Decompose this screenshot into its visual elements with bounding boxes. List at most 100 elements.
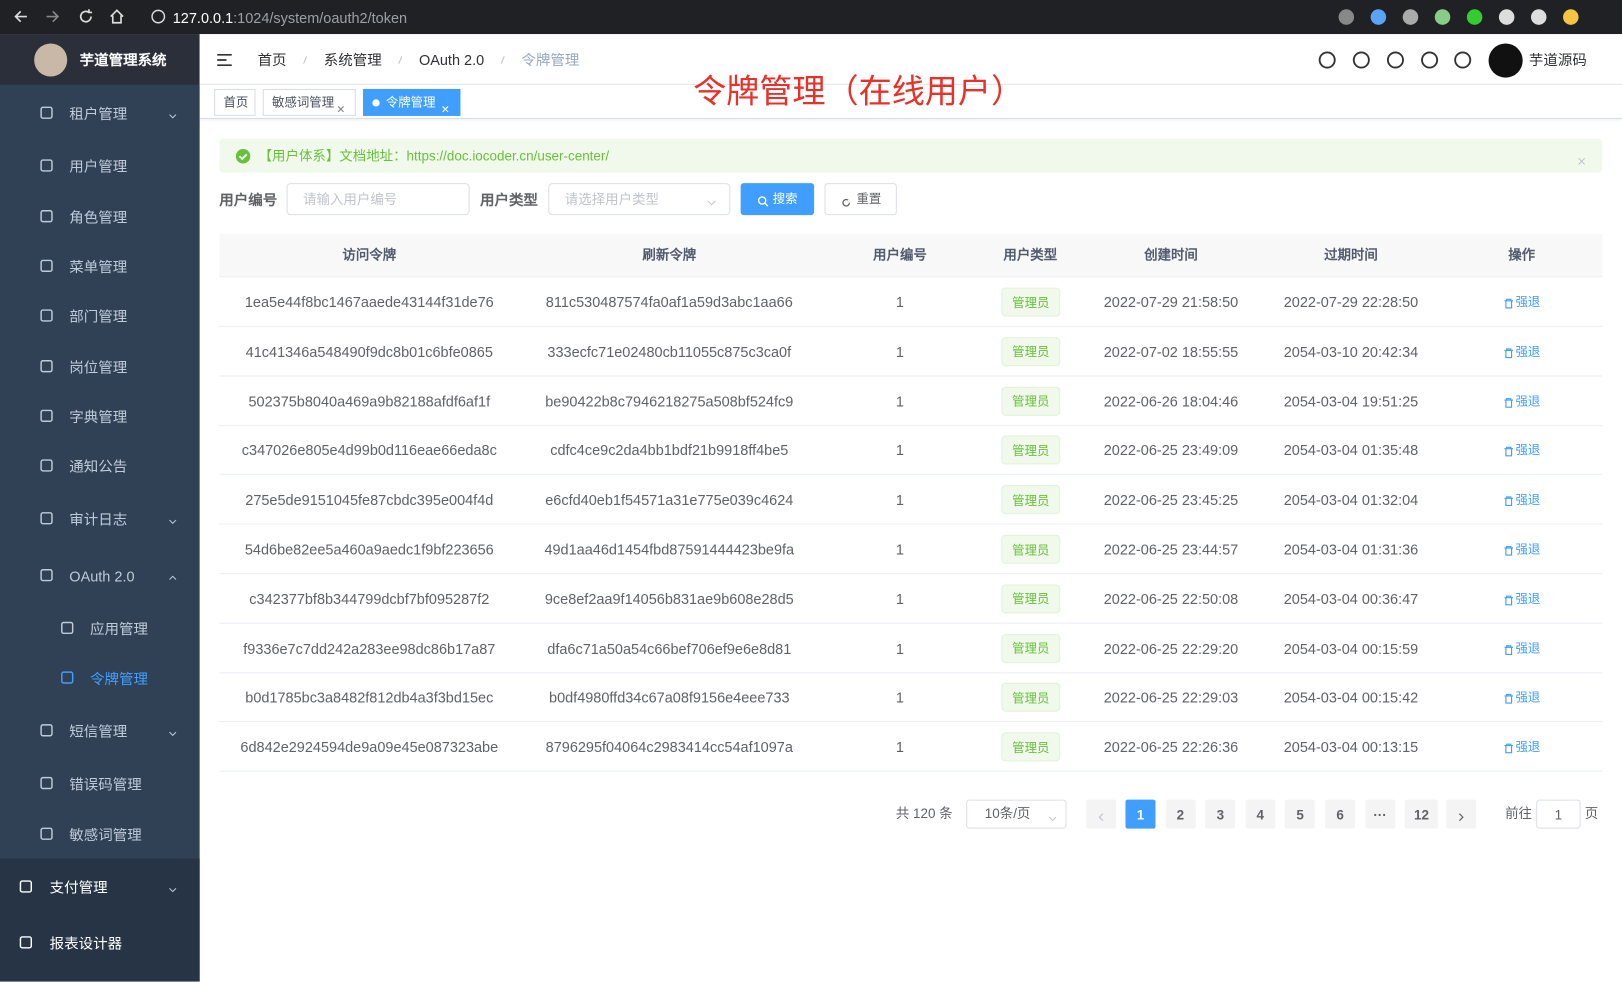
delete-icon-svg [1504, 644, 1513, 655]
table-row [219, 524, 1603, 575]
page-button[interactable]: 12 [1404, 799, 1439, 829]
tab-label[interactable]: 敏感词管理 [272, 95, 335, 110]
delete-icon-svg [1504, 397, 1513, 408]
breadcrumb-item[interactable]: OAuth 2.0 [418, 51, 485, 69]
menu-item[interactable]: 菜单管理 [69, 258, 128, 276]
force-logout[interactable]: 强退 [1515, 739, 1541, 755]
prev-page[interactable] [1086, 799, 1117, 829]
select[interactable]: 请选择用户类型 [548, 183, 731, 216]
force-logout[interactable]: 强退 [1515, 443, 1541, 458]
force-logout[interactable]: 强退 [1515, 344, 1541, 359]
menu-item[interactable]: 错误码管理 [69, 775, 142, 793]
delete-icon-svg [1504, 348, 1513, 358]
menu-item[interactable]: 报表设计器 [49, 935, 123, 952]
table-cell: 1 [895, 392, 904, 410]
page-button[interactable]: 5 [1285, 799, 1316, 829]
page-button[interactable]: ··· [1365, 799, 1396, 829]
url-path[interactable]: :1024/system/oauth2/token [233, 9, 408, 26]
page-button[interactable]: 4 [1245, 799, 1276, 829]
header-icon[interactable] [1318, 51, 1337, 70]
tab-label[interactable]: 令牌管理 [385, 95, 436, 110]
force-logout[interactable]: 强退 [1515, 542, 1541, 557]
tab[interactable]: 令牌管理 [363, 88, 461, 116]
tab[interactable]: 敏感词管理 [262, 88, 356, 116]
menu-item[interactable]: 岗位管理 [69, 358, 128, 376]
breadcrumb-separator [396, 53, 404, 67]
reset-button[interactable]: 重置 [824, 183, 897, 216]
header-icon[interactable] [1453, 51, 1472, 70]
delete-icon [1503, 345, 1514, 358]
page-button[interactable]: 3 [1205, 799, 1236, 829]
delete-icon-svg [1504, 496, 1513, 507]
force-logout[interactable]: 强退 [1515, 393, 1541, 409]
menu-item[interactable]: 租户管理 [69, 105, 128, 123]
table-cell: 502375b8040a469a9b82188afdf6af1f [248, 392, 491, 410]
menu-item[interactable]: 支付管理 [49, 879, 108, 896]
tab-close-svg [442, 106, 449, 113]
menu-item[interactable]: 部门管理 [69, 308, 128, 325]
menu-item[interactable]: 敏感词管理 [69, 826, 142, 844]
column-header: 用户编号 [873, 247, 927, 263]
table-row [219, 673, 1603, 723]
force-logout[interactable]: 强退 [1515, 591, 1541, 606]
page-button[interactable]: 2 [1165, 799, 1196, 829]
table-cell: 1 [895, 689, 904, 706]
table-cell: 275e5de9151045fe87cbdc395e004f4d [245, 491, 494, 509]
extension-icon[interactable] [1434, 9, 1451, 25]
next-page[interactable] [1446, 799, 1477, 829]
page-button[interactable]: 6 [1325, 799, 1356, 829]
page-button[interactable]: 1 [1125, 799, 1156, 829]
url-host[interactable]: 127.0.0.1 [172, 9, 234, 26]
menu-item[interactable]: 角色管理 [69, 208, 128, 226]
goto-input[interactable]: 1 [1536, 799, 1581, 829]
header-icon[interactable] [1386, 51, 1405, 70]
menu-item[interactable]: 应用管理 [89, 620, 148, 638]
extension-icon[interactable] [1466, 9, 1483, 25]
tag-label: 管理员 [1012, 344, 1050, 360]
extension-icon[interactable] [1563, 9, 1579, 25]
extension-icon[interactable] [1498, 9, 1515, 25]
hamburger-svg [217, 53, 232, 66]
menu-item[interactable]: 审计日志 [69, 511, 128, 528]
force-logout[interactable]: 强退 [1515, 492, 1541, 508]
placeholder: 请输入用户编号 [303, 191, 398, 207]
tab-label[interactable]: 首页 [223, 95, 249, 110]
alert-close[interactable] [1578, 152, 1586, 165]
menu-item[interactable]: 短信管理 [69, 723, 128, 740]
force-logout[interactable]: 强退 [1515, 294, 1541, 310]
header-icon[interactable] [1352, 51, 1371, 70]
extension-icon[interactable] [1530, 9, 1547, 25]
tag-label: 管理员 [1012, 641, 1050, 656]
breadcrumb-item[interactable]: 首页 [257, 51, 287, 69]
header-icon-svg [1421, 51, 1439, 69]
page-number: 6 [1336, 806, 1344, 822]
reload-icon-svg [79, 9, 93, 23]
menu-item[interactable]: 用户管理 [69, 158, 128, 175]
avatar[interactable] [1488, 43, 1523, 78]
menu-icon-svg [40, 776, 53, 790]
table-cell: 1 [895, 639, 904, 657]
table-row [219, 426, 1603, 476]
page-size[interactable]: 10条/页 [966, 799, 1067, 829]
force-logout[interactable]: 强退 [1515, 640, 1541, 656]
info-icon-svg [151, 9, 166, 24]
force-logout[interactable]: 强退 [1515, 690, 1541, 705]
extension-icon[interactable] [1402, 9, 1419, 25]
header-icon[interactable] [1420, 51, 1439, 70]
tags-bar [199, 85, 1622, 119]
menu-item[interactable]: 令牌管理 [89, 670, 148, 687]
user-name[interactable]: 芋道源码 [1528, 51, 1587, 69]
menu-icon [39, 568, 53, 582]
extension-icon[interactable] [1370, 9, 1387, 25]
extension-icon[interactable] [1338, 9, 1355, 25]
breadcrumb-item[interactable]: 系统管理 [323, 51, 382, 69]
input[interactable]: 请输入用户编号 [286, 183, 470, 216]
tag-label: 管理员 [1012, 740, 1050, 755]
search-button[interactable]: 搜索 [740, 183, 815, 216]
menu-item[interactable]: OAuth 2.0 [69, 567, 135, 585]
user-type-tag: 管理员 [1001, 683, 1061, 713]
tab[interactable]: 首页 [214, 88, 256, 116]
goto-label: 前往 [1505, 805, 1533, 822]
menu-item[interactable]: 通知公告 [69, 458, 128, 475]
menu-item[interactable]: 字典管理 [69, 408, 128, 426]
